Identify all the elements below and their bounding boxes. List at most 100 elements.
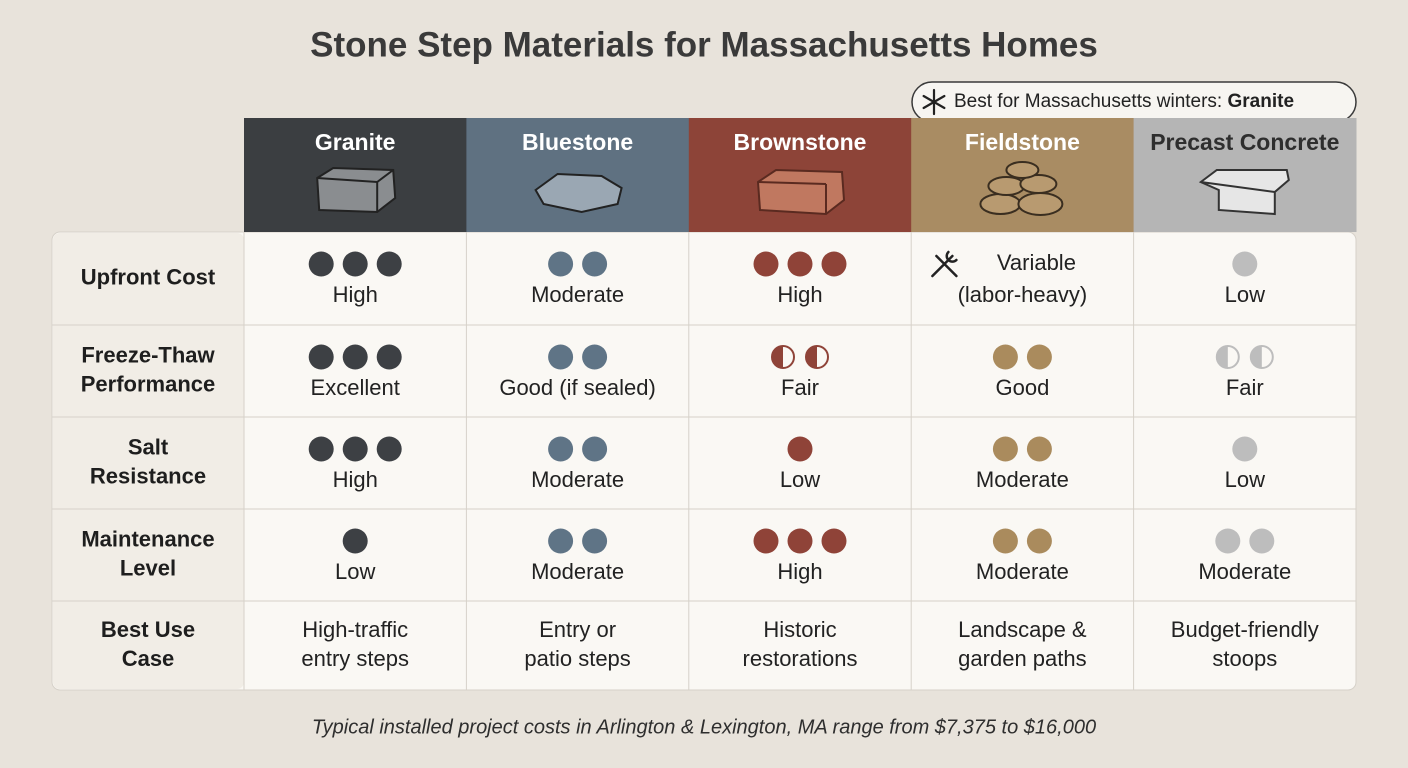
- cell-text: Moderate: [531, 467, 624, 492]
- rating-dot: [376, 251, 402, 277]
- cell-text: High: [777, 282, 822, 307]
- rating-dot-half: [1216, 346, 1228, 368]
- rating-dot: [548, 436, 574, 462]
- cell-text: Budget-friendly: [1171, 617, 1319, 642]
- rating-dot-half: [1250, 346, 1262, 368]
- rating-dot: [1026, 528, 1052, 554]
- row-label: Case: [122, 646, 175, 671]
- row-label: Maintenance: [81, 526, 214, 551]
- rating-dot: [992, 436, 1018, 462]
- cell-text: Low: [1225, 282, 1265, 307]
- row-label: Resistance: [90, 463, 206, 488]
- stone-icon: [1019, 174, 1058, 194]
- cell-text: Moderate: [1198, 559, 1291, 584]
- rating-dot: [1026, 436, 1052, 462]
- rating-dot: [376, 436, 402, 462]
- rating-dot: [342, 436, 368, 462]
- cell-text: High-traffic: [302, 617, 408, 642]
- cell-text: High: [777, 559, 822, 584]
- column-name: Granite: [315, 129, 396, 155]
- rating-dot: [1249, 528, 1275, 554]
- tools-icon: [931, 250, 958, 278]
- rating-dot: [548, 528, 574, 554]
- badge-text: Best for Massachusetts winters: Granite: [954, 91, 1294, 112]
- label-column: [53, 233, 244, 689]
- badge-label: Best for Massachusetts winters:: [954, 91, 1222, 112]
- cell-text: restorations: [743, 646, 858, 671]
- row-label: Performance: [81, 371, 216, 396]
- rating-dot: [1232, 251, 1258, 277]
- row-label: Freeze-Thaw: [81, 342, 215, 367]
- stone-icon: [987, 176, 1026, 196]
- rating-dot-half: [806, 346, 817, 368]
- rating-dot: [821, 528, 847, 554]
- rating-dot: [821, 251, 847, 277]
- cell-text: (labor-heavy): [958, 282, 1088, 307]
- rating-dot: [548, 251, 574, 277]
- rating-dot: [582, 528, 608, 554]
- rating-dot: [376, 344, 402, 370]
- rating-dot: [787, 251, 813, 277]
- rating-dot: [787, 528, 813, 554]
- title: Stone Step Materials for Massachusetts H…: [310, 25, 1098, 64]
- stone-icon: [756, 168, 846, 216]
- column-name: Brownstone: [734, 129, 867, 155]
- cell-text: Good (if sealed): [499, 375, 656, 400]
- cell-text: entry steps: [301, 646, 409, 671]
- stone-icon: [1005, 161, 1040, 179]
- stone-icon: [316, 166, 397, 214]
- rating-dot: [992, 528, 1018, 554]
- rating-dot: [753, 528, 779, 554]
- cell-text: Historic: [763, 617, 836, 642]
- badge-highlight: Granite: [1228, 91, 1295, 112]
- cell-text: patio steps: [524, 646, 630, 671]
- cell-text: Entry or: [539, 617, 616, 642]
- rating-dot: [582, 436, 608, 462]
- rating-dot: [787, 436, 813, 462]
- rating-dot: [992, 344, 1018, 370]
- cell-text: Moderate: [531, 559, 624, 584]
- cell-text: Excellent: [311, 375, 400, 400]
- column-name: Fieldstone: [965, 129, 1080, 155]
- rating-dot: [342, 344, 368, 370]
- rating-dot: [342, 528, 368, 554]
- cell-text: Fair: [1226, 375, 1264, 400]
- stone-icon: [1017, 192, 1064, 216]
- rating-dot: [548, 344, 574, 370]
- stone-icon: [534, 172, 623, 214]
- row-label: Best Use: [101, 617, 195, 642]
- row-label: Level: [120, 555, 176, 580]
- rating-dot-half: [772, 346, 783, 368]
- rating-dot: [308, 436, 334, 462]
- table-body: [51, 231, 1357, 691]
- cell-text: garden paths: [958, 646, 1086, 671]
- cell-text: Landscape &: [958, 617, 1087, 642]
- stone-icon: [1200, 181, 1275, 193]
- cell-text: High: [333, 467, 378, 492]
- column-name: Bluestone: [522, 129, 633, 155]
- cell-text: Moderate: [531, 282, 624, 307]
- rating-dot: [1215, 528, 1241, 554]
- row-label: Upfront Cost: [81, 264, 216, 289]
- rating-dot: [308, 251, 334, 277]
- cell-text: Moderate: [976, 467, 1069, 492]
- cell-text: High: [333, 282, 378, 307]
- rating-dot: [308, 344, 334, 370]
- cell-text: stoops: [1212, 646, 1277, 671]
- cell-text: Fair: [781, 375, 819, 400]
- rating-dot: [753, 251, 779, 277]
- cell-text: Moderate: [976, 559, 1069, 584]
- stone-icon: [979, 193, 1022, 215]
- stone-icon: [757, 181, 827, 185]
- rating-dot: [1232, 436, 1258, 462]
- row-label: Salt: [128, 434, 169, 459]
- rating-dot: [342, 251, 368, 277]
- rating-dot: [582, 251, 608, 277]
- column-name: Precast Concrete: [1150, 129, 1339, 155]
- snowflake-icon: [922, 88, 946, 116]
- cell-text: Variable: [997, 250, 1076, 275]
- cell-text: Low: [780, 467, 820, 492]
- rating-dot: [1026, 344, 1052, 370]
- cell-text: Low: [1225, 467, 1265, 492]
